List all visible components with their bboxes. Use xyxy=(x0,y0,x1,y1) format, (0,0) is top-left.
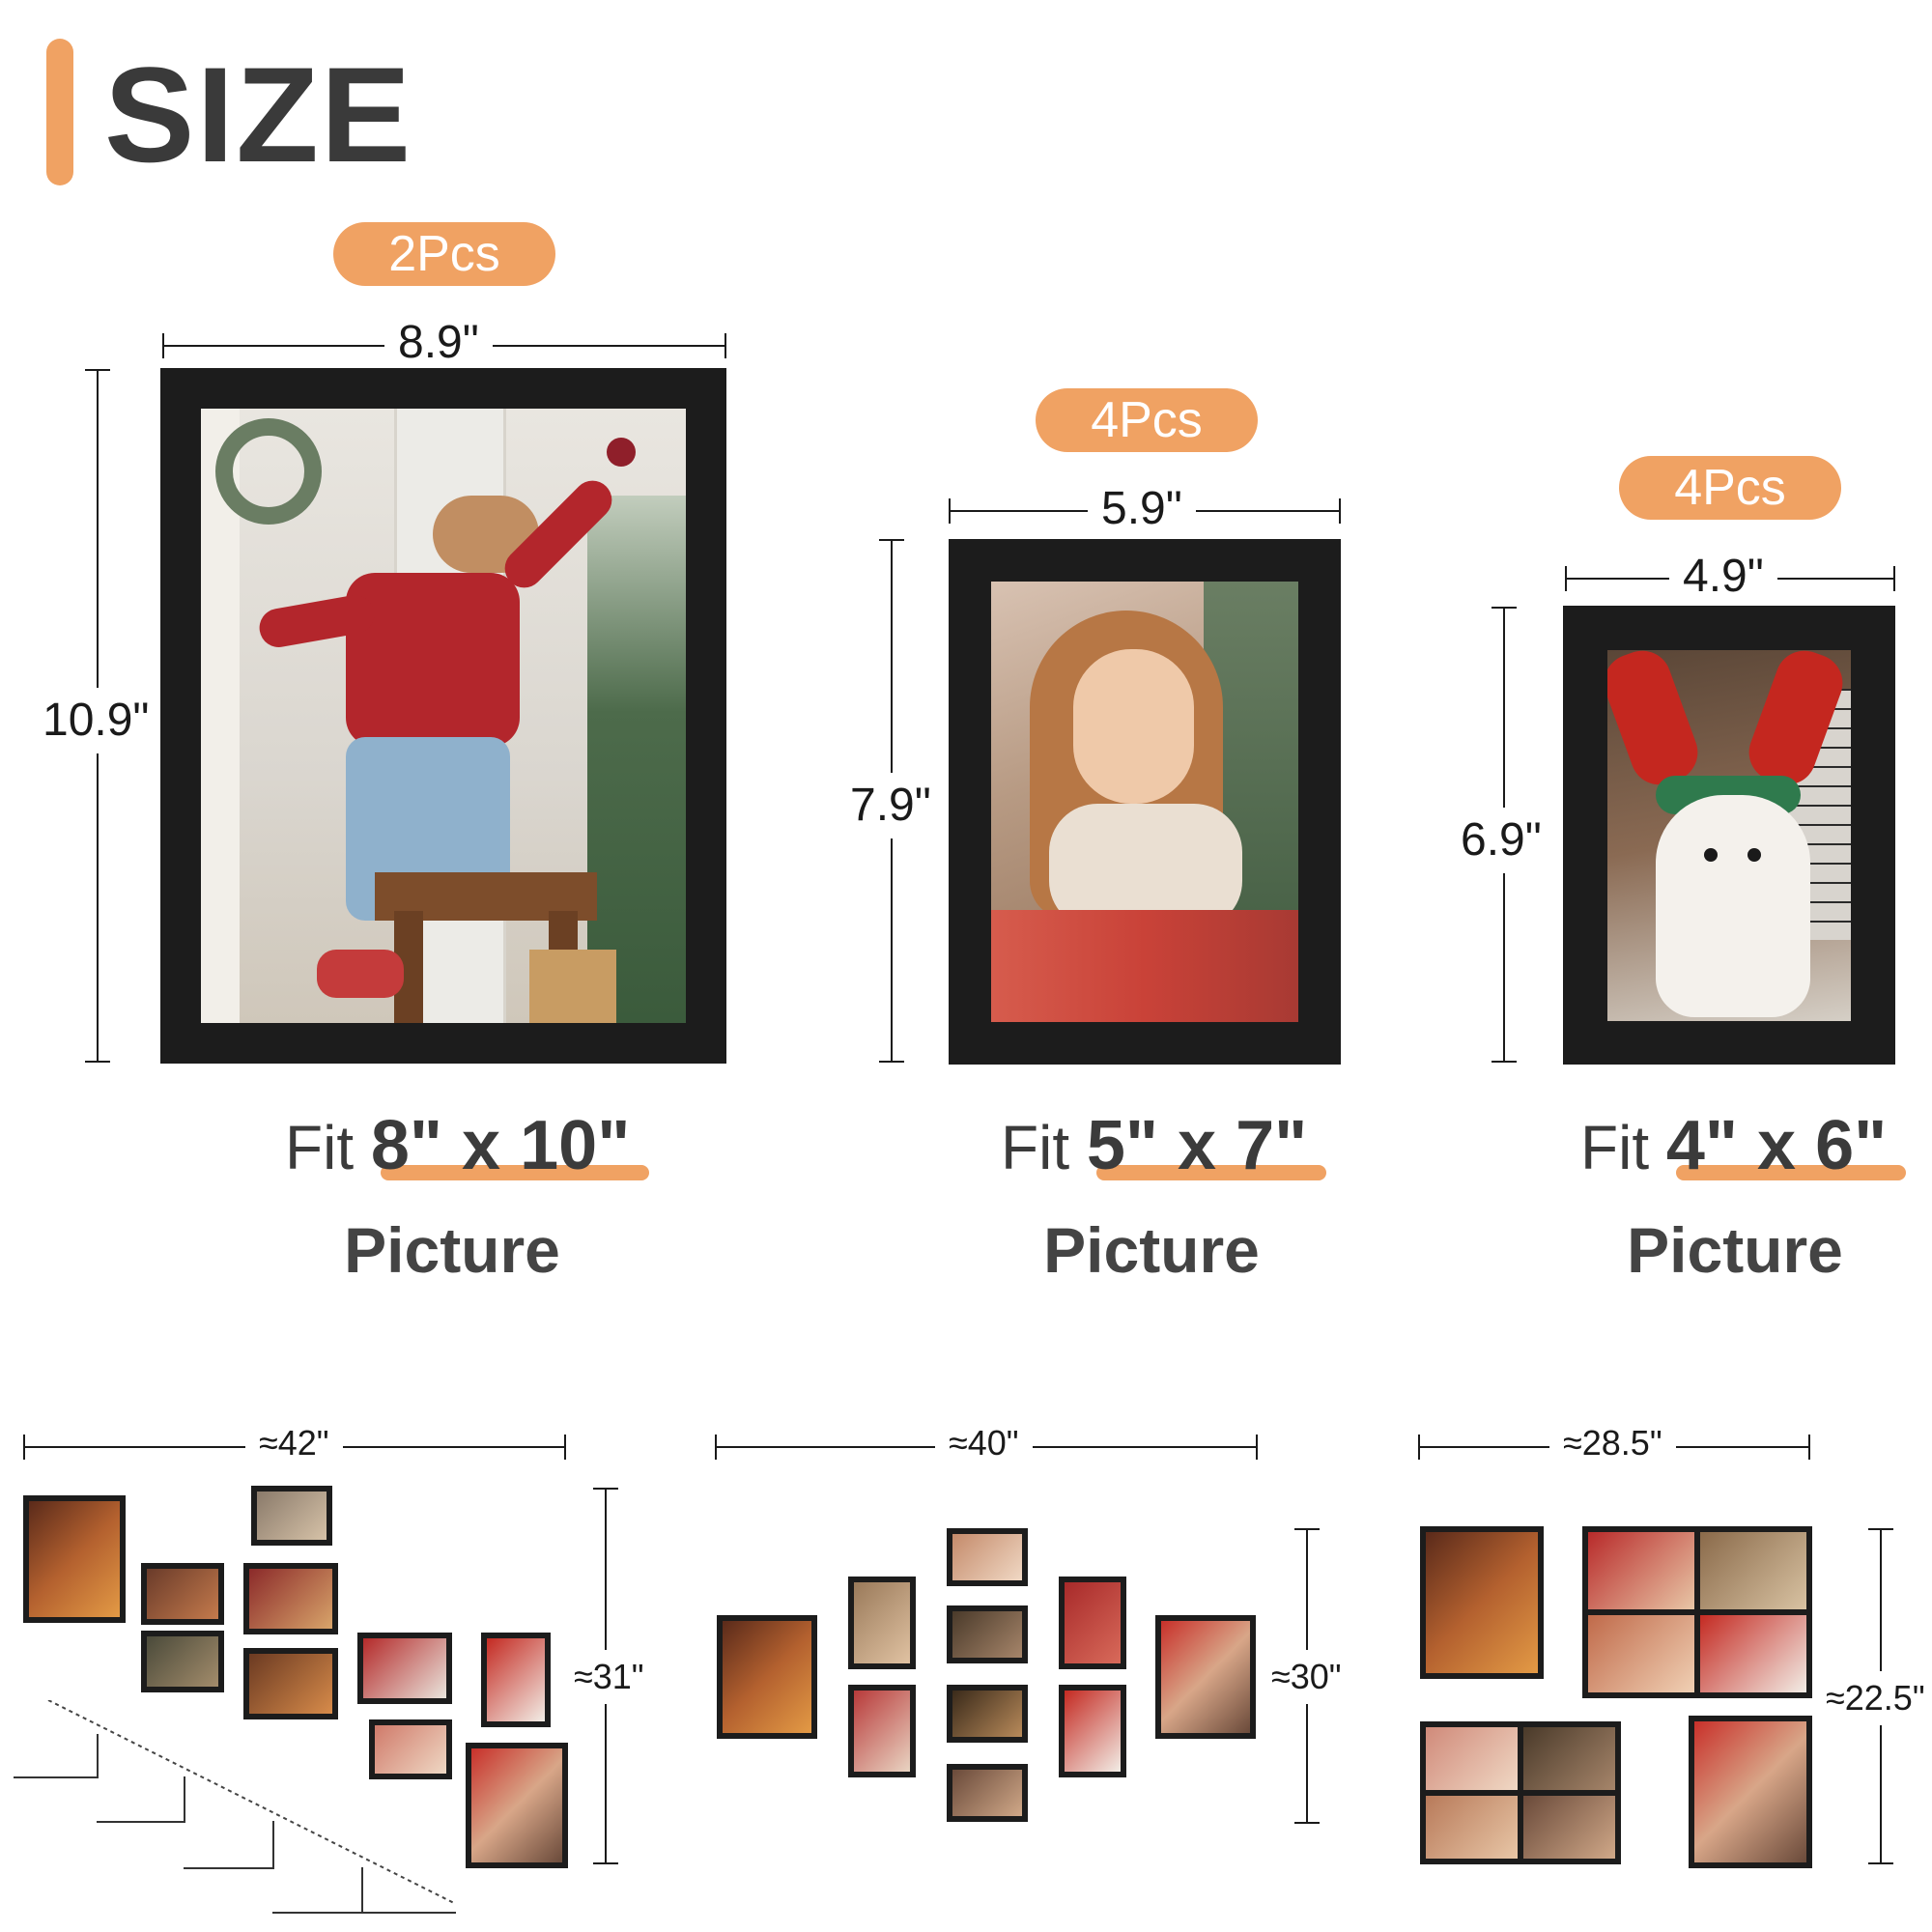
fit-size-4x6: 4" x 6" xyxy=(1665,1107,1888,1184)
frame-8x10 xyxy=(160,368,726,1064)
layout3-collage-frame xyxy=(1582,1526,1812,1698)
stair-rail-line xyxy=(47,1700,455,1904)
layout3-frame xyxy=(1420,1526,1544,1679)
fit-label-8x10: Fit 8" x 10" xyxy=(285,1107,630,1186)
layout1-frame xyxy=(23,1495,126,1623)
quantity-badge-4x6: 4Pcs xyxy=(1619,456,1841,520)
layout2-frame xyxy=(1059,1577,1126,1669)
fit-word: Fit xyxy=(1580,1113,1650,1182)
layout3-frame xyxy=(1689,1716,1812,1868)
title-accent-bar xyxy=(46,39,73,185)
layout1-frame xyxy=(141,1631,224,1692)
photo-woman-smiling xyxy=(991,582,1298,1022)
fit-word: Fit xyxy=(1001,1113,1070,1182)
stair-step xyxy=(361,1912,456,1914)
width-label-8x10: 8.9" xyxy=(384,317,493,369)
height-label-4x6: 6.9" xyxy=(1461,808,1542,873)
width-label-5x7: 5.9" xyxy=(1088,483,1196,535)
layout1-height-label: ≈31" xyxy=(574,1650,644,1704)
fit-label-4x6: Fit 4" x 6" xyxy=(1580,1107,1887,1186)
picture-caption-8x10: Picture xyxy=(344,1214,560,1286)
layout1-frame xyxy=(251,1486,332,1546)
photo-girl-christmas xyxy=(201,409,686,1023)
quantity-badge-5x7: 4Pcs xyxy=(1036,388,1258,452)
layout2-frame xyxy=(947,1764,1028,1822)
page-title: SIZE xyxy=(104,39,413,190)
layout1-frame xyxy=(141,1563,224,1625)
layout1-frame xyxy=(481,1633,551,1727)
quantity-badge-8x10: 2Pcs xyxy=(333,222,555,286)
height-label-8x10: 10.9" xyxy=(43,688,150,753)
layout3-width-label: ≈28.5" xyxy=(1549,1422,1676,1464)
layout2-frame xyxy=(848,1577,916,1669)
stair-step xyxy=(97,1776,185,1823)
layout2-frame xyxy=(947,1685,1028,1743)
layout1-frame xyxy=(466,1743,568,1868)
layout1-width-label: ≈42" xyxy=(245,1422,343,1464)
layout2-width-label: ≈40" xyxy=(935,1422,1033,1464)
stair-step xyxy=(184,1821,274,1869)
layout3-collage-frame xyxy=(1420,1721,1621,1864)
stair-step xyxy=(14,1734,99,1778)
fit-label-5x7: Fit 5" x 7" xyxy=(1001,1107,1307,1186)
layout1-frame xyxy=(243,1563,338,1634)
fit-size-5x7: 5" x 7" xyxy=(1086,1107,1308,1184)
fit-word: Fit xyxy=(285,1113,355,1182)
layout2-height-label: ≈30" xyxy=(1271,1650,1342,1704)
fit-size-8x10: 8" x 10" xyxy=(370,1107,631,1184)
width-label-4x6: 4.9" xyxy=(1669,551,1777,603)
picture-caption-5x7: Picture xyxy=(1043,1214,1260,1286)
layout1-frame xyxy=(369,1719,452,1779)
layout3-height-label: ≈22.5" xyxy=(1826,1671,1925,1725)
layout2-frame xyxy=(1059,1685,1126,1777)
layout2-frame xyxy=(848,1685,916,1777)
stair-step xyxy=(272,1867,363,1914)
photo-dog-reindeer xyxy=(1607,650,1851,1021)
layout2-frame xyxy=(1155,1615,1256,1739)
frame-4x6 xyxy=(1563,606,1895,1065)
frame-5x7 xyxy=(949,539,1341,1065)
layout2-frame xyxy=(947,1605,1028,1663)
height-label-5x7: 7.9" xyxy=(850,773,931,838)
picture-caption-4x6: Picture xyxy=(1627,1214,1843,1286)
layout2-frame xyxy=(947,1528,1028,1586)
layout1-frame xyxy=(243,1648,338,1719)
layout2-frame xyxy=(717,1615,817,1739)
layout1-frame xyxy=(357,1633,452,1704)
